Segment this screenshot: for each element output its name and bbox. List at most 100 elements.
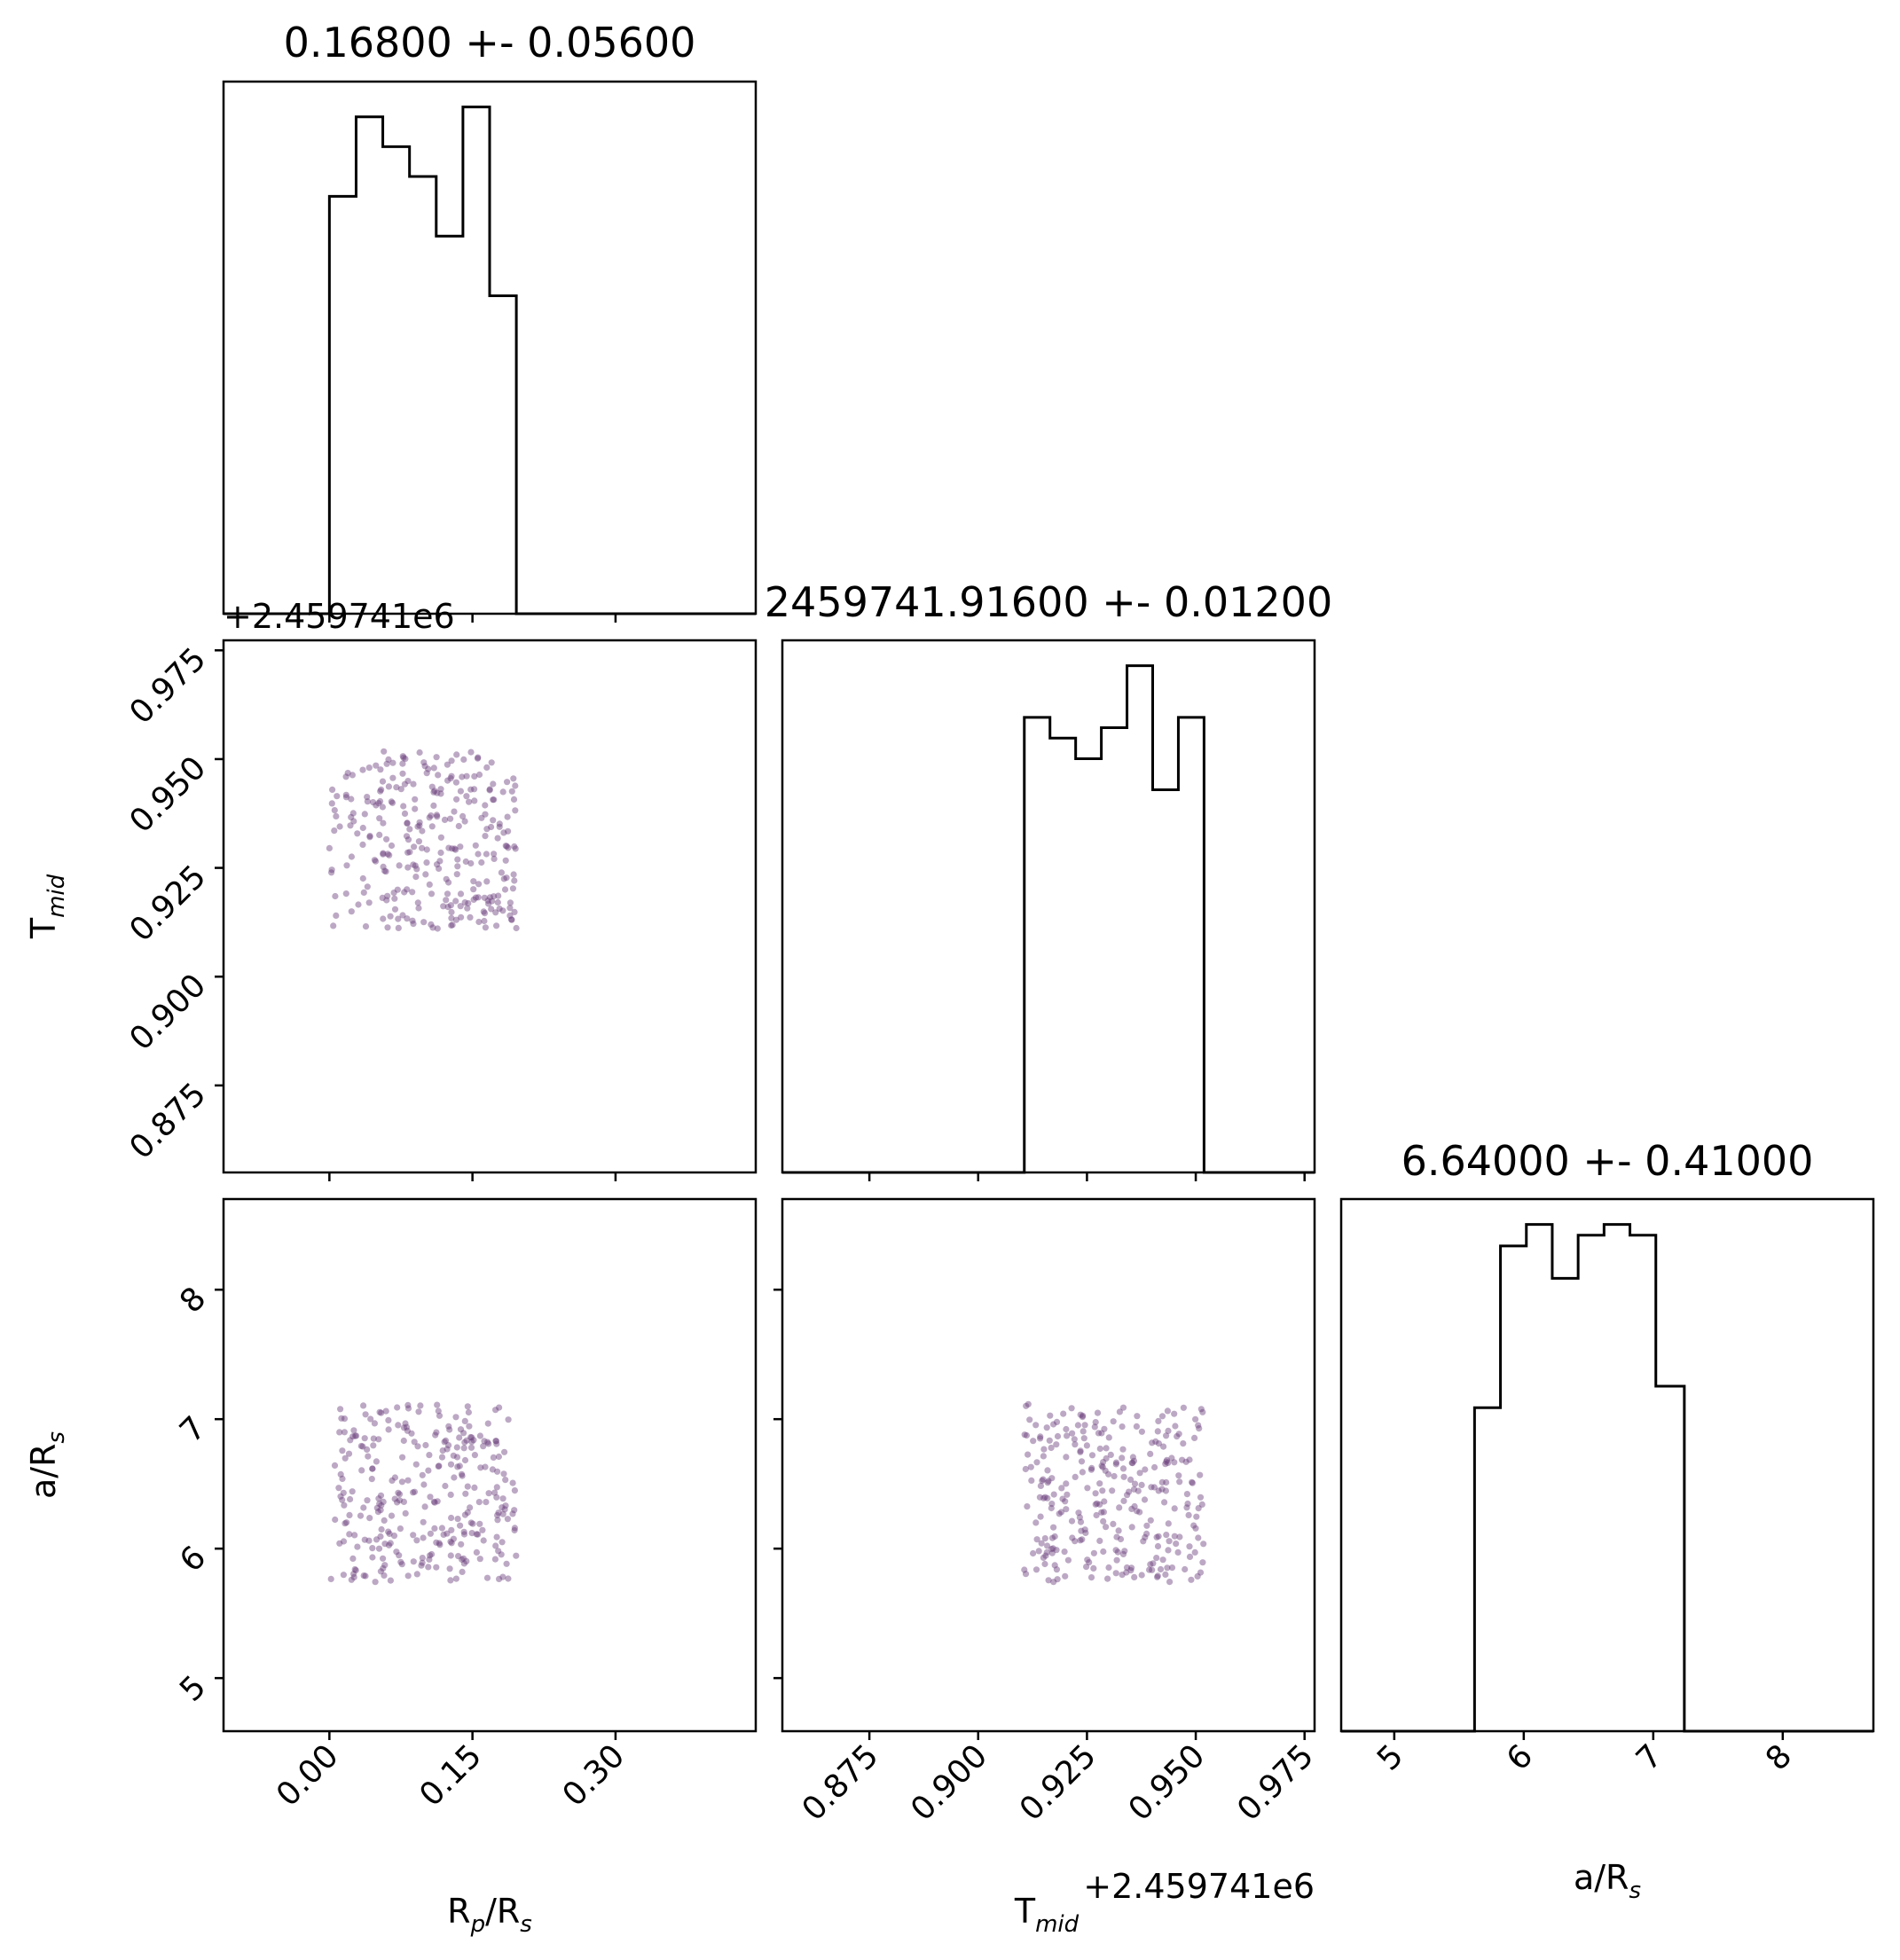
scatter-point [404, 1427, 411, 1434]
scatter-point [399, 770, 406, 777]
scatter-point [1134, 1413, 1141, 1420]
scatter-point [1182, 1565, 1189, 1573]
scatter-point [352, 1567, 359, 1574]
scatter-point [1028, 1477, 1035, 1484]
scatter-point [360, 1572, 367, 1580]
scatter-point [495, 1453, 503, 1461]
scatter-point [1155, 1440, 1162, 1447]
scatter-point [483, 1574, 491, 1581]
scatter-point [1057, 1509, 1065, 1516]
scatter-point [463, 1437, 470, 1444]
scatter-point [349, 1488, 356, 1495]
scatter-point [378, 1409, 385, 1416]
scatter-point [436, 1540, 443, 1547]
scatter-point [1176, 1478, 1183, 1486]
scatter-point [342, 890, 349, 898]
scatter-point [349, 1555, 357, 1562]
scatter-point [461, 818, 468, 825]
scatter-point [1131, 1502, 1138, 1510]
scatter-point [373, 1504, 381, 1511]
scatter-point [1163, 1458, 1170, 1465]
scatter-point [1192, 1415, 1199, 1423]
scatter-point [1157, 1565, 1165, 1573]
scatter-point [379, 804, 386, 811]
scatter-point [449, 845, 456, 852]
scatter-point [1037, 1435, 1044, 1442]
scatter-point [1100, 1548, 1107, 1556]
scatter-point [381, 1517, 388, 1524]
scatter-point [402, 756, 409, 763]
scatter-point [1197, 1569, 1205, 1576]
scatter-point [1138, 1572, 1145, 1579]
tmid-x-tick-label: 0.950 [1122, 1737, 1213, 1828]
scatter-point [506, 905, 514, 912]
ars-y-tick-label: 5 [173, 1669, 213, 1709]
scatter-point [502, 843, 509, 850]
scatter-point [461, 1439, 468, 1446]
scatter-point [1075, 1509, 1082, 1517]
scatter-point [1191, 1434, 1198, 1441]
scatter-point [1096, 1445, 1103, 1453]
scatter-point [420, 1534, 427, 1541]
scatter-point [508, 788, 515, 795]
scatter-point [447, 1577, 454, 1584]
scatter-point [451, 1474, 458, 1481]
scatter-point [483, 1499, 490, 1506]
scatter-point [1162, 1461, 1169, 1468]
scatter-point [483, 851, 491, 858]
scatter-point [348, 1576, 355, 1583]
scatter-point [1087, 1574, 1095, 1581]
scatter-point [439, 1447, 446, 1454]
scatter-point [459, 812, 467, 820]
scatter-point [1197, 1406, 1205, 1413]
scatter-point [414, 899, 421, 906]
scatter-point [453, 1444, 460, 1451]
scatter-point [488, 906, 495, 913]
scatter-point [512, 782, 519, 789]
scatter-point [348, 908, 355, 915]
rp-x-tick-label: 0.15 [412, 1737, 489, 1814]
scatter-point [1042, 1552, 1049, 1559]
scatter-point [1173, 1541, 1180, 1548]
scatter-point [451, 845, 459, 852]
scatter-point [463, 772, 470, 780]
scatter-point [1164, 1564, 1171, 1572]
scatter-point [342, 1520, 349, 1527]
scatter-point [1195, 1534, 1202, 1541]
scatter-point [1119, 1550, 1127, 1557]
scatter-point [1064, 1556, 1072, 1564]
scatter-point [425, 1467, 432, 1474]
scatter-point [353, 1432, 360, 1439]
scatter-point [440, 903, 447, 910]
scatter-point [388, 842, 396, 850]
scatter-point [348, 796, 355, 803]
scatter-point [336, 1540, 343, 1547]
scatter-point [481, 917, 488, 925]
scatter-point [361, 1435, 368, 1442]
scatter-point [459, 1568, 466, 1575]
scatter-point [467, 913, 474, 921]
scatter-point [472, 842, 479, 849]
scatter-point [454, 1516, 461, 1523]
tmid-y-tick-label: 0.975 [122, 641, 213, 732]
tmid-hist-title: 2459741.91600 +- 0.01200 [765, 578, 1332, 626]
scatter-point [1030, 1438, 1037, 1445]
scatter-point [475, 754, 482, 761]
scatter-point [452, 796, 460, 803]
scatter-point [1133, 1423, 1140, 1430]
tmid-axis-label: Tmid [1014, 1892, 1080, 1938]
scatter-point [389, 774, 396, 781]
ars-y-tick-label: 7 [173, 1410, 213, 1450]
scatter-point [377, 766, 384, 773]
scatter-point [420, 1518, 427, 1525]
scatter-point [491, 1489, 499, 1496]
scatter-point [455, 1553, 462, 1560]
scatter-point [510, 796, 518, 804]
scatter-point [1037, 1482, 1044, 1489]
scatter-point [380, 1564, 387, 1572]
scatter-point [1120, 1497, 1127, 1504]
scatter-point [1119, 1423, 1126, 1431]
scatter-point [465, 899, 472, 907]
scatter-point [483, 826, 491, 833]
